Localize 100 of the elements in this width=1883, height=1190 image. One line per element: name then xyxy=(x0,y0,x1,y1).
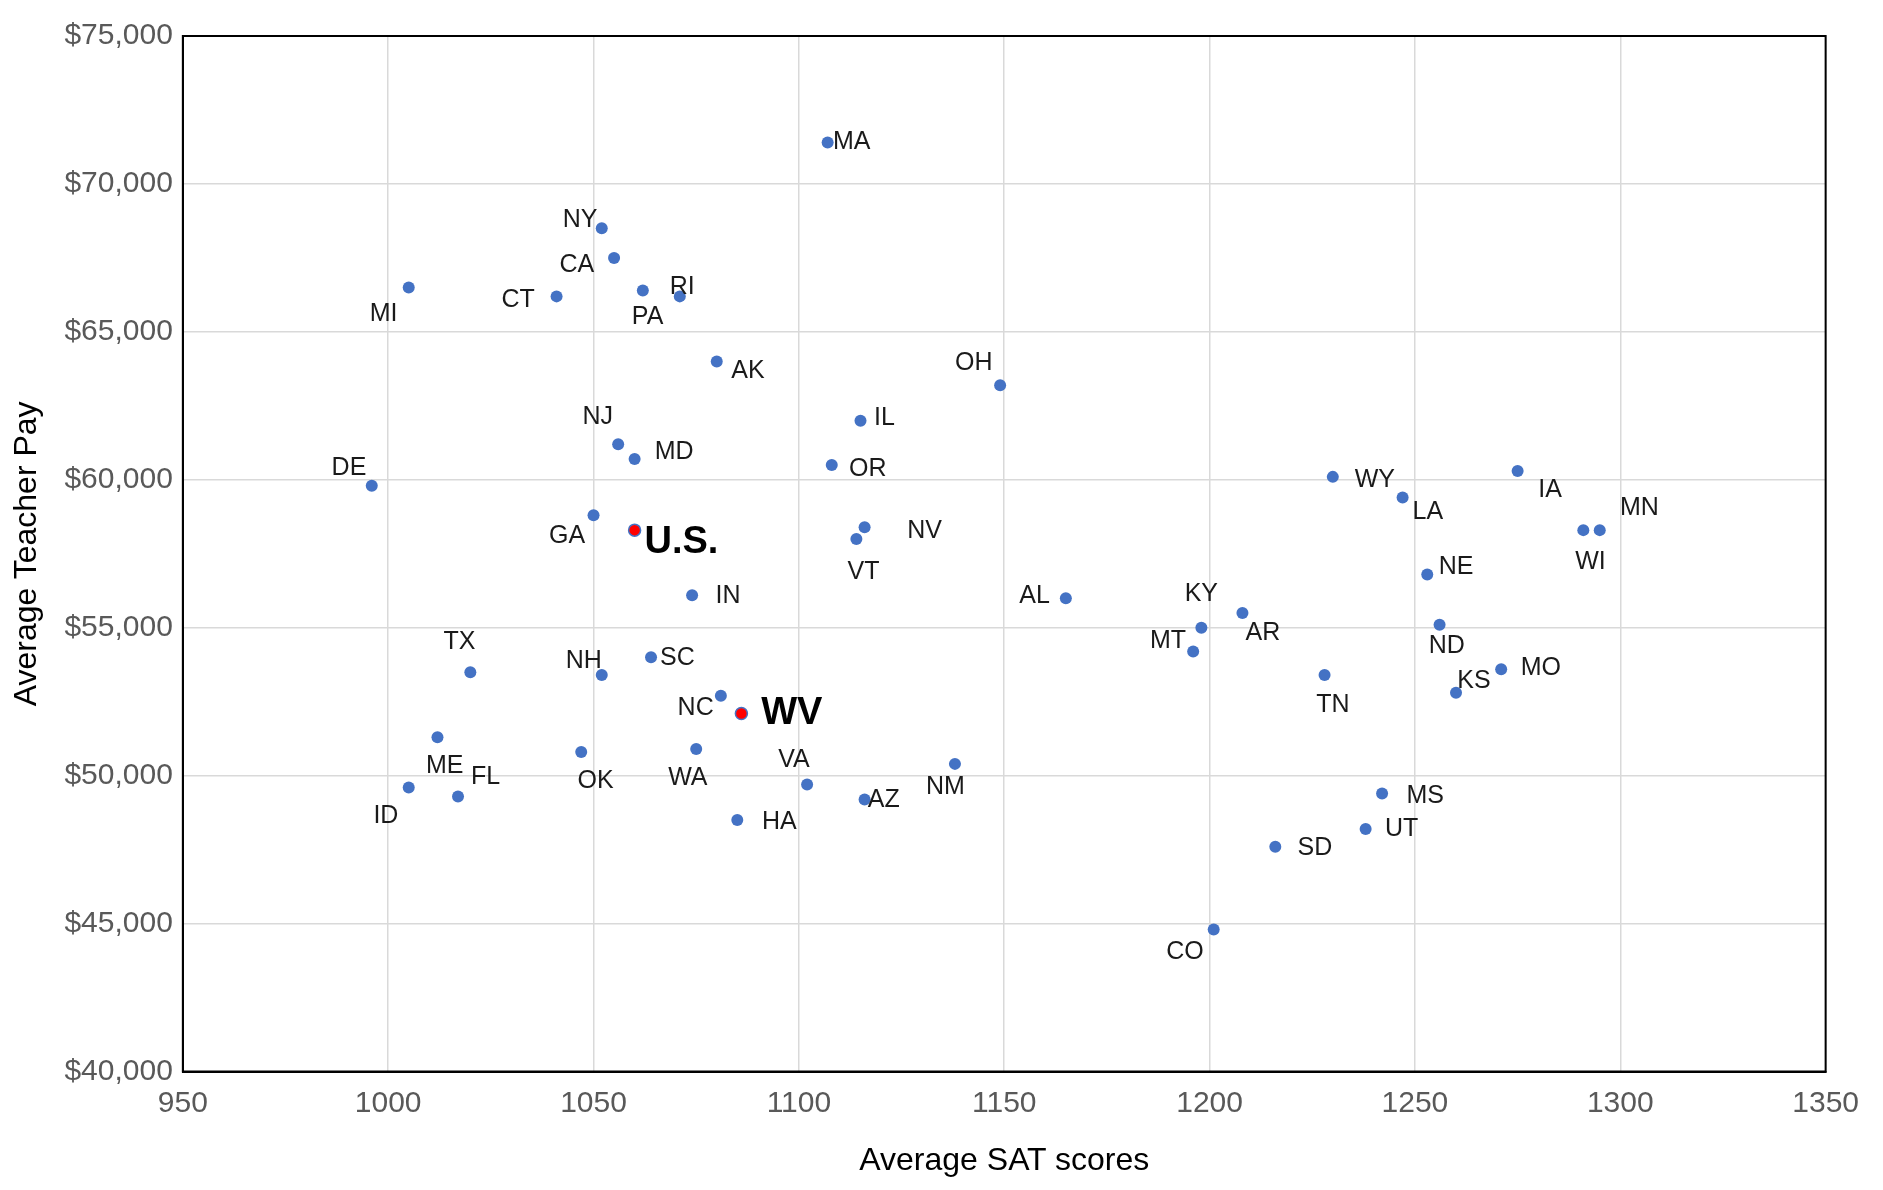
annotation: GA xyxy=(549,519,586,548)
annotation: TX xyxy=(443,626,476,655)
annotation: OK xyxy=(577,764,614,793)
point xyxy=(858,521,871,534)
annotation: AK xyxy=(731,354,765,383)
annotation: WV xyxy=(761,690,824,733)
annotation: MN xyxy=(1619,492,1659,521)
point xyxy=(821,136,834,149)
point xyxy=(1433,618,1446,631)
y-tick-label: $55,000 xyxy=(64,609,173,643)
annotation: OH xyxy=(954,347,993,376)
annotation: NM xyxy=(925,770,965,799)
x-tick-label: 1200 xyxy=(1176,1084,1243,1118)
annotation: IA xyxy=(1538,474,1563,503)
x-tick-label: 1350 xyxy=(1792,1084,1860,1118)
annotation: MT xyxy=(1149,624,1187,653)
point xyxy=(645,651,658,664)
annotation: PA xyxy=(631,300,664,329)
annotation: MD xyxy=(654,435,694,464)
annotation: KS xyxy=(1457,664,1491,693)
point xyxy=(1593,524,1606,537)
point xyxy=(628,453,641,466)
annotation: AR xyxy=(1245,617,1281,646)
point xyxy=(731,814,744,827)
point xyxy=(1450,686,1462,699)
x-tick-label: 950 xyxy=(157,1084,208,1118)
annotation: RI xyxy=(669,270,695,299)
point xyxy=(1187,645,1200,658)
annotation: AL xyxy=(1019,579,1051,608)
point xyxy=(595,222,608,235)
point xyxy=(595,669,608,682)
point xyxy=(854,414,867,427)
point xyxy=(825,459,838,472)
y-axis-title: Average Teacher Pay xyxy=(7,401,44,707)
annotation: NE xyxy=(1438,551,1474,580)
annotation: SD xyxy=(1297,831,1333,860)
point xyxy=(550,290,563,303)
point xyxy=(452,790,465,803)
y-tick-label: $65,000 xyxy=(64,313,173,347)
annotation: MA xyxy=(832,126,871,155)
point xyxy=(1359,822,1372,835)
annotation: HA xyxy=(761,806,797,835)
point xyxy=(612,438,625,451)
annotation: MI xyxy=(369,297,398,326)
point xyxy=(1195,621,1208,634)
point xyxy=(402,281,415,294)
x-tick-label: 1100 xyxy=(766,1084,832,1118)
point xyxy=(575,746,588,759)
annotation: VA xyxy=(778,744,810,773)
annotation: NJ xyxy=(582,400,614,429)
annotation: OR xyxy=(848,452,887,481)
annotation: FL xyxy=(471,761,501,790)
annotation: NH xyxy=(565,644,602,673)
annotation: DE xyxy=(331,451,367,480)
point xyxy=(431,731,444,744)
annotation: TN xyxy=(1316,689,1350,717)
annotation: AZ xyxy=(867,784,900,813)
point xyxy=(850,533,863,546)
point xyxy=(1421,568,1434,581)
y-tick-label: $40,000 xyxy=(64,1052,173,1086)
point xyxy=(1495,663,1508,676)
annotation: NV xyxy=(907,514,943,543)
x-tick-label: 1000 xyxy=(354,1084,422,1118)
annotation: IN xyxy=(715,580,741,609)
annotation: VT xyxy=(847,556,880,585)
annotation: ID xyxy=(373,800,399,829)
point xyxy=(1577,524,1590,537)
x-tick-label: 1150 xyxy=(971,1084,1037,1118)
point xyxy=(402,781,415,794)
point xyxy=(365,479,378,492)
annotation: CO xyxy=(1166,936,1204,965)
annotation: WI xyxy=(1575,546,1606,575)
y-tick-label: $60,000 xyxy=(64,461,173,495)
point xyxy=(690,743,703,756)
annotation: WY xyxy=(1354,464,1396,493)
point xyxy=(1376,787,1389,800)
annotation: ND xyxy=(1428,630,1465,659)
annotation: IL xyxy=(874,402,896,431)
point xyxy=(1511,464,1524,477)
annotation: WA xyxy=(668,761,708,790)
annotation: LA xyxy=(1412,495,1444,524)
point xyxy=(1269,840,1282,853)
point xyxy=(994,379,1007,392)
point xyxy=(686,589,699,602)
point xyxy=(734,706,749,721)
annotation: SC xyxy=(660,642,695,671)
x-axis-title: Average SAT scores xyxy=(859,1140,1150,1177)
annotation: NC xyxy=(677,691,714,720)
point xyxy=(1207,923,1220,936)
annotation: KY xyxy=(1184,578,1219,607)
point xyxy=(636,284,649,297)
point xyxy=(587,509,600,522)
x-tick-label: 1300 xyxy=(1586,1084,1654,1118)
point xyxy=(1236,606,1249,619)
point xyxy=(608,251,621,264)
annotation: CT xyxy=(501,283,535,312)
y-tick-label: $75,000 xyxy=(64,17,173,51)
point xyxy=(1059,592,1072,605)
annotation: UT xyxy=(1384,812,1419,841)
point xyxy=(710,355,723,368)
